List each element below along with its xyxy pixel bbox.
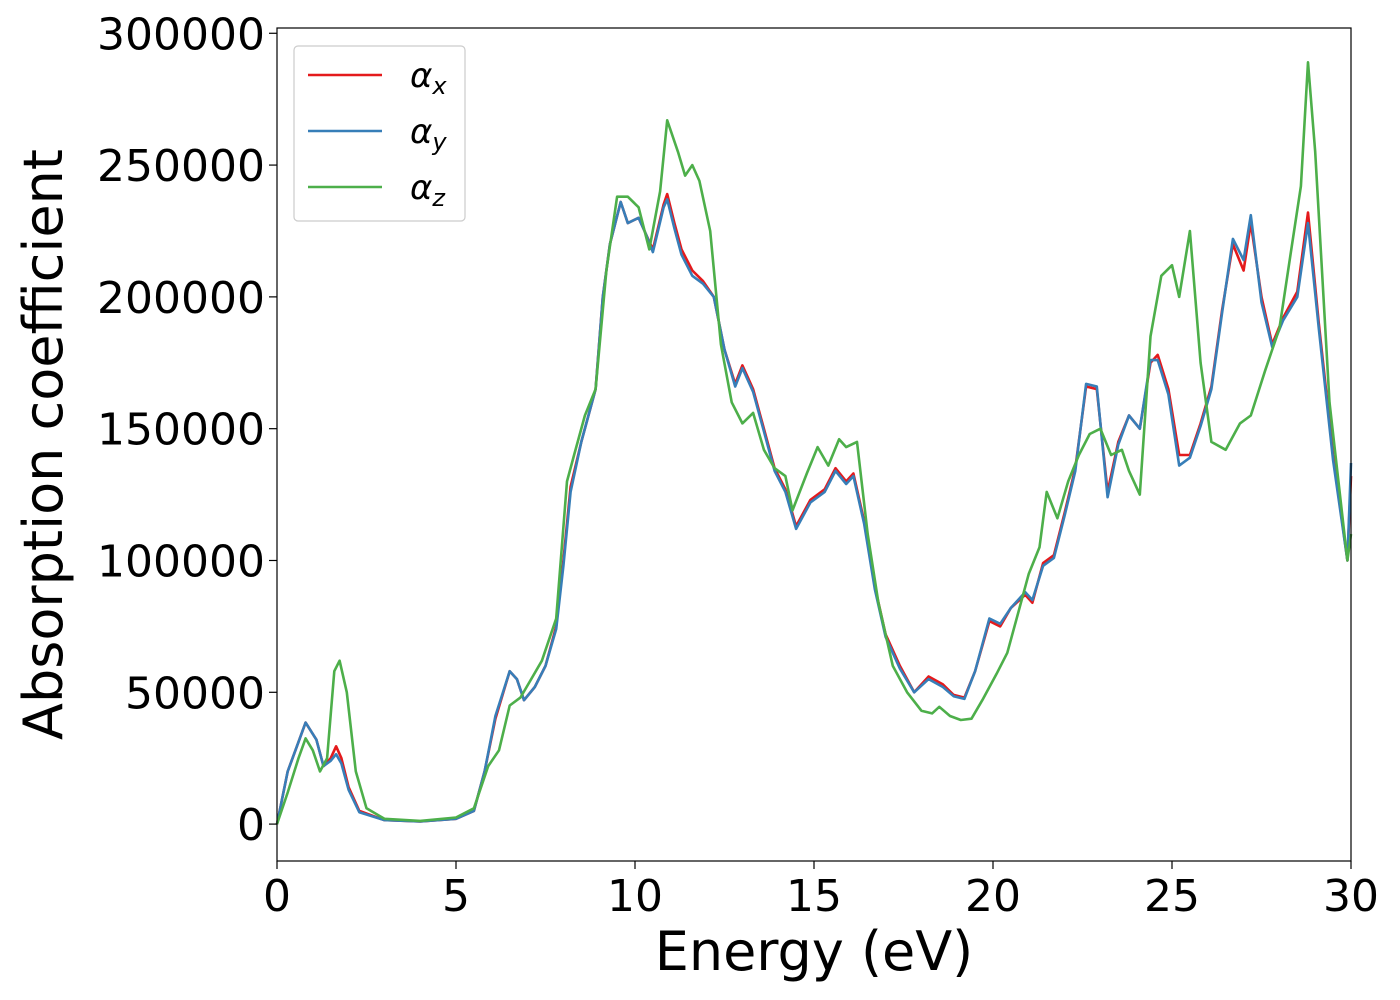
- x-tick-label: 20: [965, 871, 1021, 922]
- x-tick-label: 15: [786, 871, 842, 922]
- y-axis-label: Absorption coefficient: [12, 149, 75, 740]
- x-tick-label: 5: [442, 871, 470, 922]
- series-lines: [275, 61, 1353, 825]
- y-tick-label: 150000: [97, 405, 265, 456]
- series-line-2: [275, 198, 1353, 825]
- legend-label-1: αx: [410, 56, 447, 100]
- x-tick-label: 10: [607, 871, 663, 922]
- y-tick-label: 0: [237, 800, 265, 851]
- y-tick-label: 300000: [97, 9, 265, 60]
- y-tick-label: 250000: [97, 141, 265, 192]
- x-tick-label: 0: [263, 871, 291, 922]
- legend-label-2: αy: [410, 112, 447, 156]
- series-line-3: [275, 61, 1353, 825]
- legend: αx αy αz: [293, 45, 466, 222]
- x-axis-ticks: 0 5 10 15 20 25 30: [263, 861, 1379, 922]
- legend-label-3: αz: [410, 168, 446, 212]
- x-tick-label: 25: [1144, 871, 1200, 922]
- y-tick-label: 100000: [97, 536, 265, 587]
- y-tick-label: 50000: [125, 668, 265, 719]
- x-axis-label: Energy (eV): [655, 920, 974, 983]
- legend-box: [293, 45, 466, 222]
- y-axis-ticks: 0 50000 100000 150000 200000 250000 300000: [97, 9, 277, 851]
- x-tick-label: 30: [1323, 871, 1379, 922]
- y-tick-label: 200000: [97, 273, 265, 324]
